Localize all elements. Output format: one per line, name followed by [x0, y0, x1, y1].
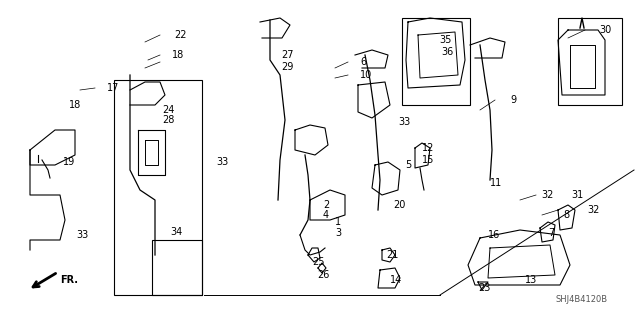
Text: 5: 5	[405, 160, 412, 170]
Text: 3: 3	[335, 228, 341, 238]
Text: 18: 18	[69, 100, 81, 110]
Text: 33: 33	[216, 157, 228, 167]
Text: 32: 32	[587, 205, 600, 215]
Text: 23: 23	[478, 283, 490, 293]
Bar	[114, 80, 202, 295]
Text: 7: 7	[548, 228, 554, 238]
Text: 20: 20	[393, 200, 405, 210]
Text: 18: 18	[172, 50, 184, 60]
Bar	[152, 240, 202, 295]
Text: 9: 9	[510, 95, 516, 105]
Text: 10: 10	[360, 70, 372, 80]
Text: 28: 28	[162, 115, 174, 125]
Bar	[558, 18, 622, 105]
Text: 26: 26	[317, 270, 330, 280]
Text: 22: 22	[174, 30, 186, 40]
Text: 25: 25	[312, 257, 324, 267]
Text: 4: 4	[323, 210, 329, 220]
Text: 1: 1	[335, 217, 341, 227]
Text: 16: 16	[488, 230, 500, 240]
Text: 21: 21	[386, 250, 398, 260]
Text: 15: 15	[422, 155, 435, 165]
Text: 31: 31	[571, 190, 583, 200]
Text: 11: 11	[490, 178, 502, 188]
Text: 30: 30	[599, 25, 611, 35]
Text: 14: 14	[390, 275, 403, 285]
Text: SHJ4B4120B: SHJ4B4120B	[555, 295, 607, 305]
Text: 12: 12	[422, 143, 435, 153]
Text: 8: 8	[563, 210, 569, 220]
Text: 27: 27	[281, 50, 294, 60]
Text: FR.: FR.	[60, 275, 78, 285]
Text: 13: 13	[525, 275, 537, 285]
Text: 19: 19	[63, 157, 76, 167]
Text: 35: 35	[439, 35, 451, 45]
Text: 36: 36	[441, 47, 453, 57]
Text: 34: 34	[170, 227, 182, 237]
Text: 2: 2	[323, 200, 329, 210]
Bar	[402, 18, 470, 105]
Text: 17: 17	[107, 83, 120, 93]
Text: 33: 33	[76, 230, 88, 240]
Text: 6: 6	[360, 57, 366, 67]
Text: 32: 32	[541, 190, 554, 200]
Text: 29: 29	[281, 62, 293, 72]
Text: 33: 33	[398, 117, 410, 127]
Text: 24: 24	[162, 105, 174, 115]
